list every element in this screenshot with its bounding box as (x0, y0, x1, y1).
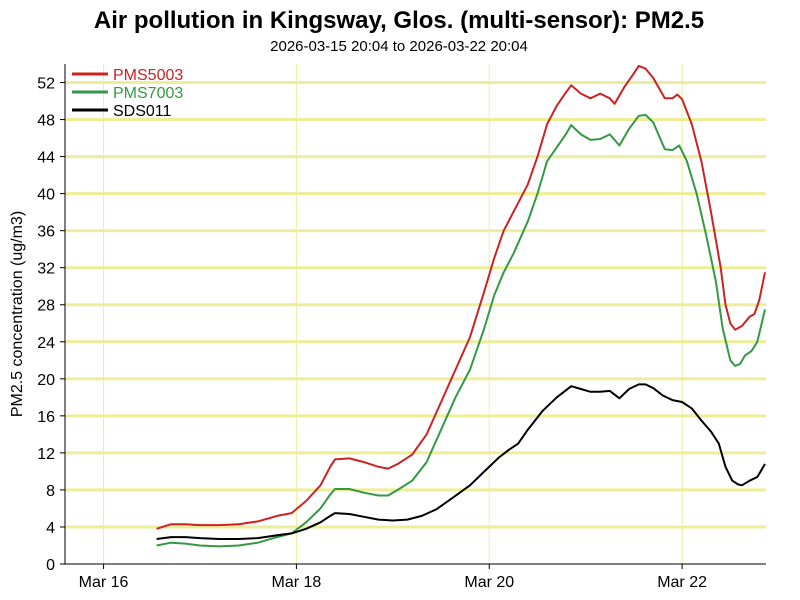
y-tick-label-52: 52 (37, 76, 55, 93)
y-tick-label-32: 32 (37, 261, 55, 278)
y-tick-label-44: 44 (37, 150, 55, 167)
legend-label-pms5003: PMS5003 (113, 67, 183, 84)
x-tick-label-mar-20: Mar 20 (464, 574, 514, 591)
y-tick-label-8: 8 (46, 483, 55, 500)
y-tick-label-28: 28 (37, 298, 55, 315)
y-tick-label-12: 12 (37, 446, 55, 463)
y-tick-label-48: 48 (37, 113, 55, 130)
grid (65, 64, 766, 564)
series-group (156, 64, 766, 548)
y-axis-label: PM2.5 concentration (ug/m3) (9, 211, 26, 417)
x-tick-label-mar-22: Mar 22 (657, 574, 707, 591)
chart-title: Air pollution in Kingsway, Glos. (multi-… (94, 7, 704, 34)
y-tick-label-24: 24 (37, 335, 55, 352)
series-line-sds011 (156, 383, 766, 540)
legend-label-pms7003: PMS7003 (113, 85, 183, 102)
y-tick-label-4: 4 (46, 520, 55, 537)
legend-label-sds011: SDS011 (113, 103, 172, 120)
series-line-pms7003 (156, 113, 766, 548)
y-tick-label-36: 36 (37, 224, 55, 241)
y-tick-label-20: 20 (37, 372, 55, 389)
y-tick-label-16: 16 (37, 409, 55, 426)
x-tick-label-mar-16: Mar 16 (79, 574, 129, 591)
y-tick-label-0: 0 (46, 557, 55, 574)
x-tick-label-mar-18: Mar 18 (272, 574, 322, 591)
series-line-pms5003 (156, 64, 766, 530)
chart-subtitle: 2026-03-15 20:04 to 2026-03-22 20:04 (270, 38, 528, 55)
y-tick-label-40: 40 (37, 187, 55, 204)
